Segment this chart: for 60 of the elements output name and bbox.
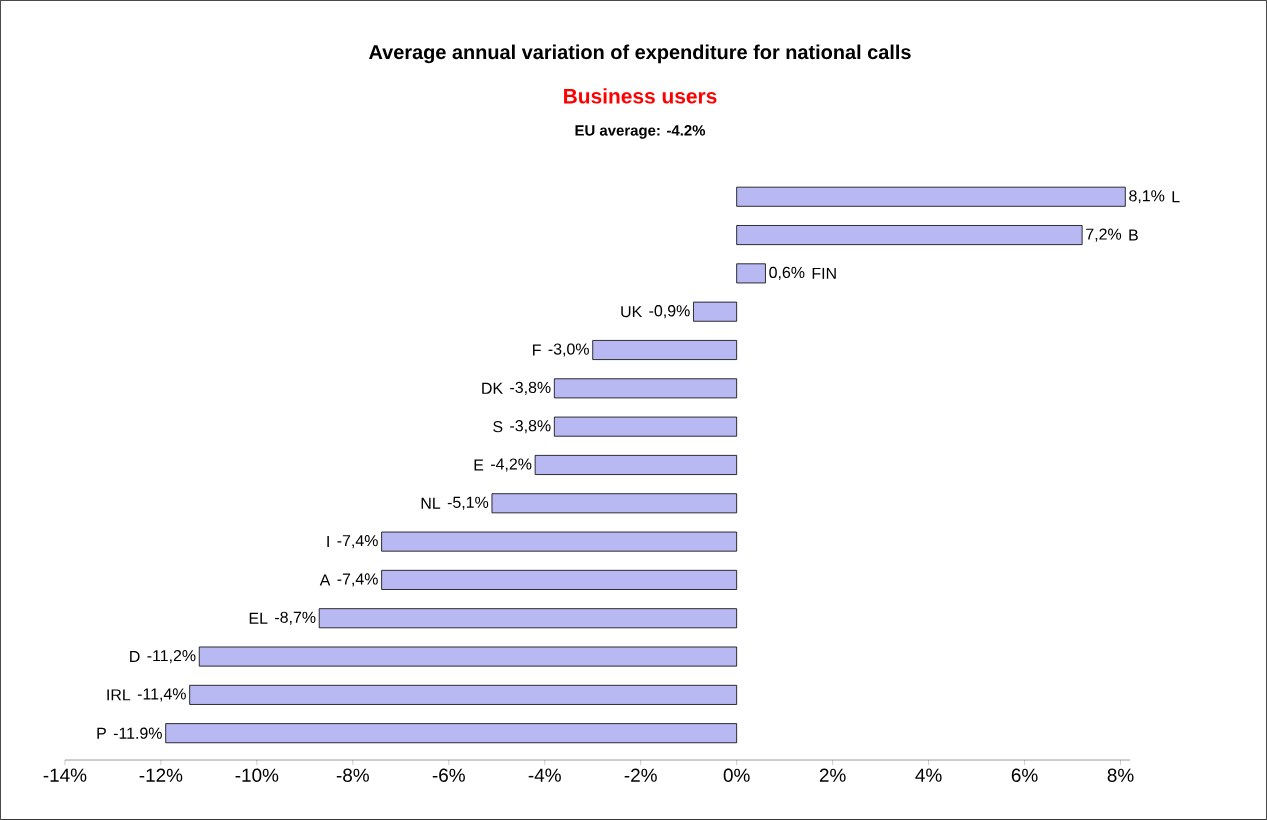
x-tick-label: -8% [336, 768, 369, 782]
y-tick-label: UK [621, 306, 643, 318]
y-tick-label: IRL [107, 689, 131, 701]
bar [736, 263, 766, 284]
text: EU average: -4.2% [575, 125, 706, 139]
bar [318, 608, 738, 629]
data-label: -4,2% [490, 458, 532, 472]
bar [592, 340, 738, 361]
x-tick-label: 8% [1107, 768, 1134, 782]
data-label: -0,9% [649, 305, 690, 319]
bar [534, 455, 738, 475]
y-tick-label: S [493, 421, 503, 433]
y-tick-label: B [1129, 229, 1138, 241]
y-tick-label: F [533, 344, 541, 356]
y-tick-label: NL [421, 497, 441, 509]
y-tick-label: A [319, 574, 331, 586]
bar [553, 416, 738, 437]
x-tick-label: -4% [528, 768, 561, 782]
y-tick-label: D [130, 651, 140, 663]
bar [491, 493, 738, 514]
bar [165, 723, 738, 744]
bar [736, 186, 1126, 207]
bar [189, 684, 738, 705]
x-tick-label: 2% [819, 768, 846, 782]
data-label: -5,1% [447, 496, 489, 510]
x-tick-label: 4% [915, 768, 942, 782]
data-label: -7,4% [337, 535, 378, 549]
data-label: 8,1% [1129, 190, 1165, 204]
data-label: -3,8% [510, 420, 551, 434]
data-label: -8,7% [275, 611, 316, 625]
data-label: -7,4% [337, 573, 378, 587]
y-tick-label: FIN [812, 267, 836, 279]
y-tick-label: DK [482, 382, 503, 394]
data-label: 0,6% [769, 266, 805, 280]
x-tick-label: 0% [723, 768, 750, 782]
x-tick-label: 6% [1011, 768, 1038, 782]
bar [381, 569, 738, 590]
data-label: -3,8% [510, 381, 551, 395]
bar [381, 531, 738, 552]
data-label: -11,2% [147, 650, 196, 664]
data-label: -11.9% [113, 727, 162, 739]
y-tick-label: L [1172, 191, 1180, 203]
x-tick-label: -10% [235, 768, 279, 782]
y-tick-label: I [327, 536, 329, 548]
x-tick-label: -6% [432, 768, 465, 782]
chart-subtitle: Business users [564, 88, 717, 104]
y-tick-label: EL [249, 612, 268, 624]
bar [553, 378, 738, 399]
bar [736, 225, 1083, 246]
x-tick-label: -14% [43, 768, 87, 782]
y-tick-label: E [474, 459, 484, 471]
data-label: 7,2% [1086, 228, 1122, 242]
chart-title: Average annual variation of expenditure for national calls [369, 44, 911, 64]
x-tick-label: -12% [139, 768, 183, 782]
x-tick-label: -2% [624, 768, 657, 782]
bar [198, 646, 738, 667]
y-tick-label: P [97, 727, 106, 739]
data-label: -11,4% [137, 688, 186, 702]
bar [693, 301, 738, 322]
data-label: -3,0% [548, 343, 589, 357]
